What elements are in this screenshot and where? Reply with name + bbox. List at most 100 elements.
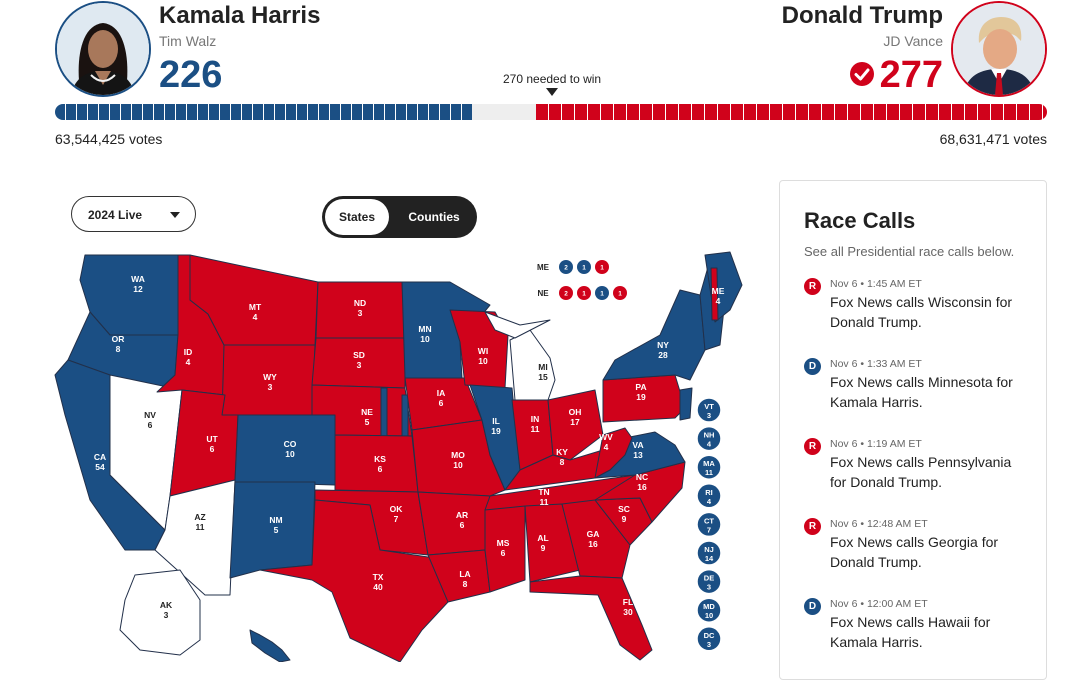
check-circle-icon — [850, 62, 874, 86]
state-label-nd: ND — [354, 298, 366, 308]
small-state-label-ct: CT — [704, 516, 714, 525]
state-ev-va: 13 — [633, 450, 643, 460]
state-label-mt: MT — [249, 302, 262, 312]
small-state-ma[interactable] — [696, 454, 722, 480]
district-dot-ne[interactable] — [577, 286, 591, 300]
dem-popular-votes: 63,544,425 votes — [55, 131, 163, 147]
state-label-id: ID — [184, 347, 193, 357]
district-dot-me[interactable] — [595, 260, 609, 274]
state-ev-ms: 6 — [501, 548, 506, 558]
state-ev-wi: 10 — [478, 356, 488, 366]
chevron-down-icon — [170, 212, 180, 218]
district-number: 1 — [600, 291, 604, 298]
small-state-de[interactable] — [696, 568, 722, 595]
district-number: 2 — [564, 291, 568, 298]
state-ev-ut: 6 — [210, 444, 215, 454]
democrat-badge-icon: D — [804, 358, 821, 375]
state-label-sc: SC — [618, 504, 630, 514]
small-state-ev-dc: 3 — [707, 640, 711, 649]
state-label-al: AL — [537, 533, 548, 543]
state-label-mi: MI — [538, 362, 547, 372]
view-toggle[interactable]: States Counties — [322, 196, 477, 238]
race-call-item[interactable]: R Nov 6 • 1:45 AM ET Fox News calls Wiscon… — [804, 278, 1034, 340]
race-call-item[interactable]: R Nov 6 • 1:19 AM ET Fox News calls Pennsy… — [804, 438, 1034, 500]
rep-popular-votes: 68,631,471 votes — [939, 131, 1047, 147]
state-ev-al: 9 — [541, 543, 546, 553]
threshold-marker-icon — [546, 88, 558, 96]
small-state-dc[interactable] — [696, 626, 722, 652]
district-number: 1 — [618, 291, 622, 298]
toggle-counties[interactable]: Counties — [408, 210, 460, 224]
ne-district-blue-2 — [401, 394, 409, 437]
small-state-label-nj: NJ — [704, 545, 714, 554]
small-state-ev-ma: 11 — [705, 468, 713, 477]
state-label-ne: NE — [361, 407, 373, 417]
state-label-ga: GA — [587, 529, 600, 539]
state-label-mn: MN — [418, 324, 431, 334]
state-label-wa: WA — [131, 274, 145, 284]
state-label-nv: NV — [144, 410, 156, 420]
small-state-nj[interactable] — [696, 540, 722, 566]
split-legend-ne: NE — [537, 289, 549, 298]
state-ev-mn: 10 — [420, 334, 430, 344]
state-NY — [602, 289, 706, 381]
state-ev-ca: 54 — [95, 462, 105, 472]
small-state-vt[interactable] — [696, 397, 722, 423]
state-ev-id: 4 — [186, 357, 191, 367]
race-call-item[interactable]: D Nov 6 • 1:33 AM ET Fox News calls Minnes… — [804, 358, 1034, 420]
republican-badge-icon: R — [804, 518, 821, 535]
state-label-la: LA — [459, 569, 470, 579]
state-ev-tx: 40 — [373, 582, 383, 592]
state-label-wy: WY — [263, 372, 277, 382]
state-label-va: VA — [632, 440, 643, 450]
small-state-ct[interactable] — [696, 511, 722, 538]
state-GA — [561, 499, 631, 579]
district-number: 2 — [564, 265, 568, 272]
race-calls-subtitle[interactable]: See all Presidential race calls below. — [804, 244, 1015, 259]
race-call-item[interactable]: D Nov 6 • 12:00 AM ET Fox News calls Hawai… — [804, 598, 1034, 660]
small-state-label-nh: NH — [704, 431, 715, 440]
state-label-ks: KS — [374, 454, 386, 464]
district-dot-ne[interactable] — [613, 286, 627, 300]
race-calls-panel: Race Calls See all Presidential race cal… — [779, 180, 1047, 680]
state-label-wi: WI — [478, 346, 488, 356]
state-ev-wy: 3 — [268, 382, 273, 392]
state-ev-pa: 19 — [636, 392, 646, 402]
state-label-il: IL — [492, 416, 500, 426]
small-state-md[interactable] — [696, 597, 722, 623]
republican-badge-icon: R — [804, 438, 821, 455]
small-state-nh[interactable] — [696, 425, 722, 452]
state-ev-ok: 7 — [394, 514, 399, 524]
small-state-label-ri: RI — [705, 488, 713, 497]
me-district-red — [710, 267, 719, 321]
race-call-text: Fox News calls Georgia for Donald Trump. — [830, 534, 999, 570]
state-label-sd: SD — [353, 350, 365, 360]
toggle-states[interactable]: States — [325, 199, 389, 235]
state-label-ok: OK — [390, 504, 404, 514]
state-WV — [594, 427, 633, 479]
district-dot-me[interactable] — [559, 260, 573, 274]
threshold-label: 270 needed to win — [503, 72, 602, 86]
dem-running-mate: Tim Walz — [159, 33, 217, 49]
small-state-ev-ri: 4 — [707, 497, 712, 506]
race-call-text: Fox News calls Wisconsin for Donald Trum… — [830, 294, 1013, 330]
race-call-item[interactable]: R Nov 6 • 12:48 AM ET Fox News calls Georg… — [804, 518, 1034, 580]
state-ev-nv: 6 — [148, 420, 153, 430]
year-select[interactable]: 2024 Live — [71, 196, 196, 232]
state-label-tn: TN — [538, 487, 549, 497]
district-dot-ne[interactable] — [595, 286, 609, 300]
small-state-ri[interactable] — [696, 483, 722, 509]
state-label-ar: AR — [456, 510, 468, 520]
state-ev-la: 8 — [463, 579, 468, 589]
state-label-ms: MS — [497, 538, 510, 548]
state-label-co: CO — [284, 439, 297, 449]
state-NJ — [679, 387, 693, 421]
republican-badge-icon: R — [804, 278, 821, 295]
state-ev-nc: 16 — [637, 482, 647, 492]
state-ev-ga: 16 — [588, 539, 598, 549]
district-dot-me[interactable] — [577, 260, 591, 274]
small-state-label-vt: VT — [704, 402, 714, 411]
district-number: 1 — [582, 265, 586, 272]
district-dot-ne[interactable] — [559, 286, 573, 300]
rep-candidate-name: Donald Trump — [781, 2, 943, 29]
